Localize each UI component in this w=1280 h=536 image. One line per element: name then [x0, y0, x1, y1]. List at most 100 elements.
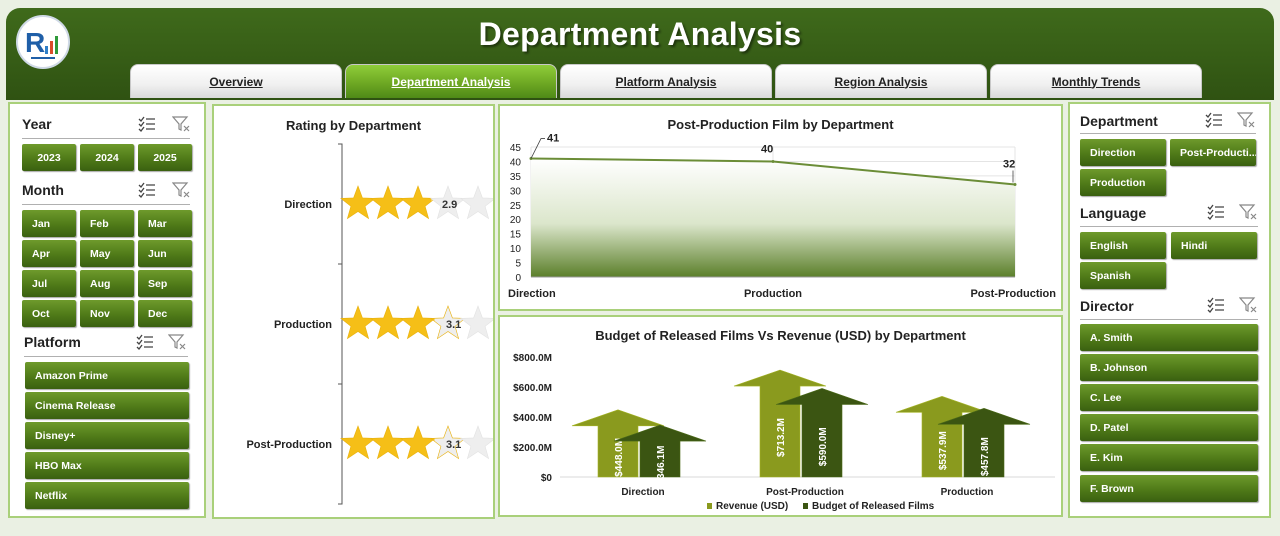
- legend-label: Budget of Released Films: [812, 501, 935, 512]
- rating-value-label: 2.9: [442, 199, 457, 211]
- bar-value-label: $590.0M: [818, 427, 829, 466]
- multi-select-icon[interactable]: [138, 116, 156, 132]
- bar-value-label: $713.2M: [776, 418, 787, 457]
- multi-select-icon[interactable]: [1207, 204, 1225, 220]
- leader-line: [530, 138, 545, 159]
- rating-value-label: 3.1: [446, 319, 461, 331]
- month-jul-button[interactable]: Jul: [22, 270, 76, 297]
- department-production-button[interactable]: Production: [1080, 169, 1166, 196]
- year-2024-button[interactable]: 2024: [80, 144, 134, 171]
- y-tick-label: 10: [510, 244, 522, 255]
- month-apr-button[interactable]: Apr: [22, 240, 76, 267]
- month-oct-button[interactable]: Oct: [22, 300, 76, 327]
- language-slicer-title: Language: [1080, 205, 1147, 221]
- rating-star-mark: [340, 185, 376, 220]
- multi-select-icon[interactable]: [138, 182, 156, 198]
- y-tick-label: $200.0M: [513, 443, 552, 454]
- clear-filter-icon[interactable]: [1239, 297, 1257, 313]
- language-english-button[interactable]: English: [1080, 232, 1166, 259]
- month-mar-button[interactable]: Mar: [138, 210, 192, 237]
- header-bar: R Department Analysis Overview Departmen…: [6, 8, 1274, 100]
- y-tick-label: 15: [510, 230, 522, 241]
- clear-filter-icon[interactable]: [1239, 204, 1257, 220]
- rating-star-mark: [460, 425, 493, 460]
- director-slicer-title: Director: [1080, 298, 1134, 314]
- budget-bar: [937, 408, 1031, 478]
- tab-department-analysis[interactable]: Department Analysis: [345, 64, 557, 98]
- rating-star-mark: [370, 305, 406, 340]
- month-may-button[interactable]: May: [80, 240, 134, 267]
- month-sep-button[interactable]: Sep: [138, 270, 192, 297]
- month-feb-button[interactable]: Feb: [80, 210, 134, 237]
- year-2025-button[interactable]: 2025: [138, 144, 192, 171]
- y-tick-label: $400.0M: [513, 413, 552, 424]
- department-post-production-button[interactable]: Post-Producti...: [1170, 139, 1256, 166]
- multi-select-icon[interactable]: [136, 334, 154, 350]
- y-tick-label: 40: [510, 157, 522, 168]
- language-hindi-button[interactable]: Hindi: [1171, 232, 1257, 259]
- director-c-lee-button[interactable]: C. Lee: [1080, 384, 1258, 411]
- director-f-brown-button[interactable]: F. Brown: [1080, 475, 1258, 502]
- platform-disney-plus-button[interactable]: Disney+: [25, 422, 189, 449]
- divider: [1080, 133, 1256, 134]
- platform-cinema-release-button[interactable]: Cinema Release: [25, 392, 189, 419]
- area-chart: 0 5 10 15 20 25 30 35 40 45 41 40 32 Direction Product…: [508, 133, 1056, 300]
- year-2023-button[interactable]: 2023: [22, 144, 76, 171]
- x-category-label: Post-Production: [970, 288, 1056, 300]
- month-aug-button[interactable]: Aug: [80, 270, 134, 297]
- data-label: 40: [761, 143, 773, 155]
- director-b-johnson-button[interactable]: B. Johnson: [1080, 354, 1258, 381]
- language-spanish-button[interactable]: Spanish: [1080, 262, 1166, 289]
- y-tick-label: 0: [515, 273, 521, 284]
- platform-hbo-max-button[interactable]: HBO Max: [25, 452, 189, 479]
- platform-amazon-prime-button[interactable]: Amazon Prime: [25, 362, 189, 389]
- rating-category-label: Post-Production: [246, 439, 332, 451]
- multi-select-icon[interactable]: [1207, 297, 1225, 313]
- tab-platform-analysis[interactable]: Platform Analysis: [560, 64, 772, 98]
- area-chart-panel: Post-Production Film by Department 0 5 10 1…: [498, 104, 1063, 311]
- tab-overview[interactable]: Overview: [130, 64, 342, 98]
- director-d-patel-button[interactable]: D. Patel: [1080, 414, 1258, 441]
- month-dec-button[interactable]: Dec: [138, 300, 192, 327]
- divider: [22, 138, 190, 139]
- clear-filter-icon[interactable]: [1237, 112, 1255, 128]
- clear-filter-icon[interactable]: [172, 182, 190, 198]
- tab-region-analysis[interactable]: Region Analysis: [775, 64, 987, 98]
- director-e-kim-button[interactable]: E. Kim: [1080, 444, 1258, 471]
- divider: [24, 356, 188, 357]
- area-fill: [531, 158, 1015, 277]
- x-category-label: Production: [941, 487, 994, 498]
- y-tick-label: $600.0M: [513, 383, 552, 394]
- chart-title: Budget of Released Films Vs Revenue (USD…: [595, 328, 966, 343]
- rating-star-mark: [370, 425, 406, 460]
- bar-value-label: $346.1M: [656, 446, 667, 485]
- month-jan-button[interactable]: Jan: [22, 210, 76, 237]
- rating-value-label: 3.1: [446, 439, 461, 451]
- data-label: 32: [1003, 159, 1015, 171]
- y-tick-label: 5: [515, 259, 521, 270]
- x-category-label: Production: [744, 288, 802, 300]
- divider: [22, 204, 190, 205]
- department-direction-button[interactable]: Direction: [1080, 139, 1166, 166]
- rating-star-mark: [460, 305, 493, 340]
- platform-netflix-button[interactable]: Netflix: [25, 482, 189, 509]
- bar-value-label: $457.8M: [980, 437, 991, 476]
- y-tick-label: 35: [510, 172, 522, 183]
- tab-monthly-trends[interactable]: Monthly Trends: [990, 64, 1202, 98]
- company-logo: R: [16, 15, 70, 69]
- month-jun-button[interactable]: Jun: [138, 240, 192, 267]
- multi-select-icon[interactable]: [1205, 112, 1223, 128]
- bar-chart-panel: Budget of Released Films Vs Revenue (USD…: [498, 315, 1063, 517]
- clear-filter-icon[interactable]: [168, 334, 186, 350]
- director-a-smith-button[interactable]: A. Smith: [1080, 324, 1258, 351]
- rating-star-mark: [400, 425, 436, 460]
- rating-star-mark: [340, 305, 376, 340]
- budget-bar: [775, 388, 869, 478]
- bar-value-label: $448.0M: [614, 438, 625, 477]
- revenue-bar: [733, 369, 827, 478]
- month-nov-button[interactable]: Nov: [80, 300, 134, 327]
- clear-filter-icon[interactable]: [172, 116, 190, 132]
- rating-chart: Direction 2.9 Production 3.1 Post-Production…: [246, 143, 493, 505]
- department-slicer-title: Department: [1080, 113, 1158, 129]
